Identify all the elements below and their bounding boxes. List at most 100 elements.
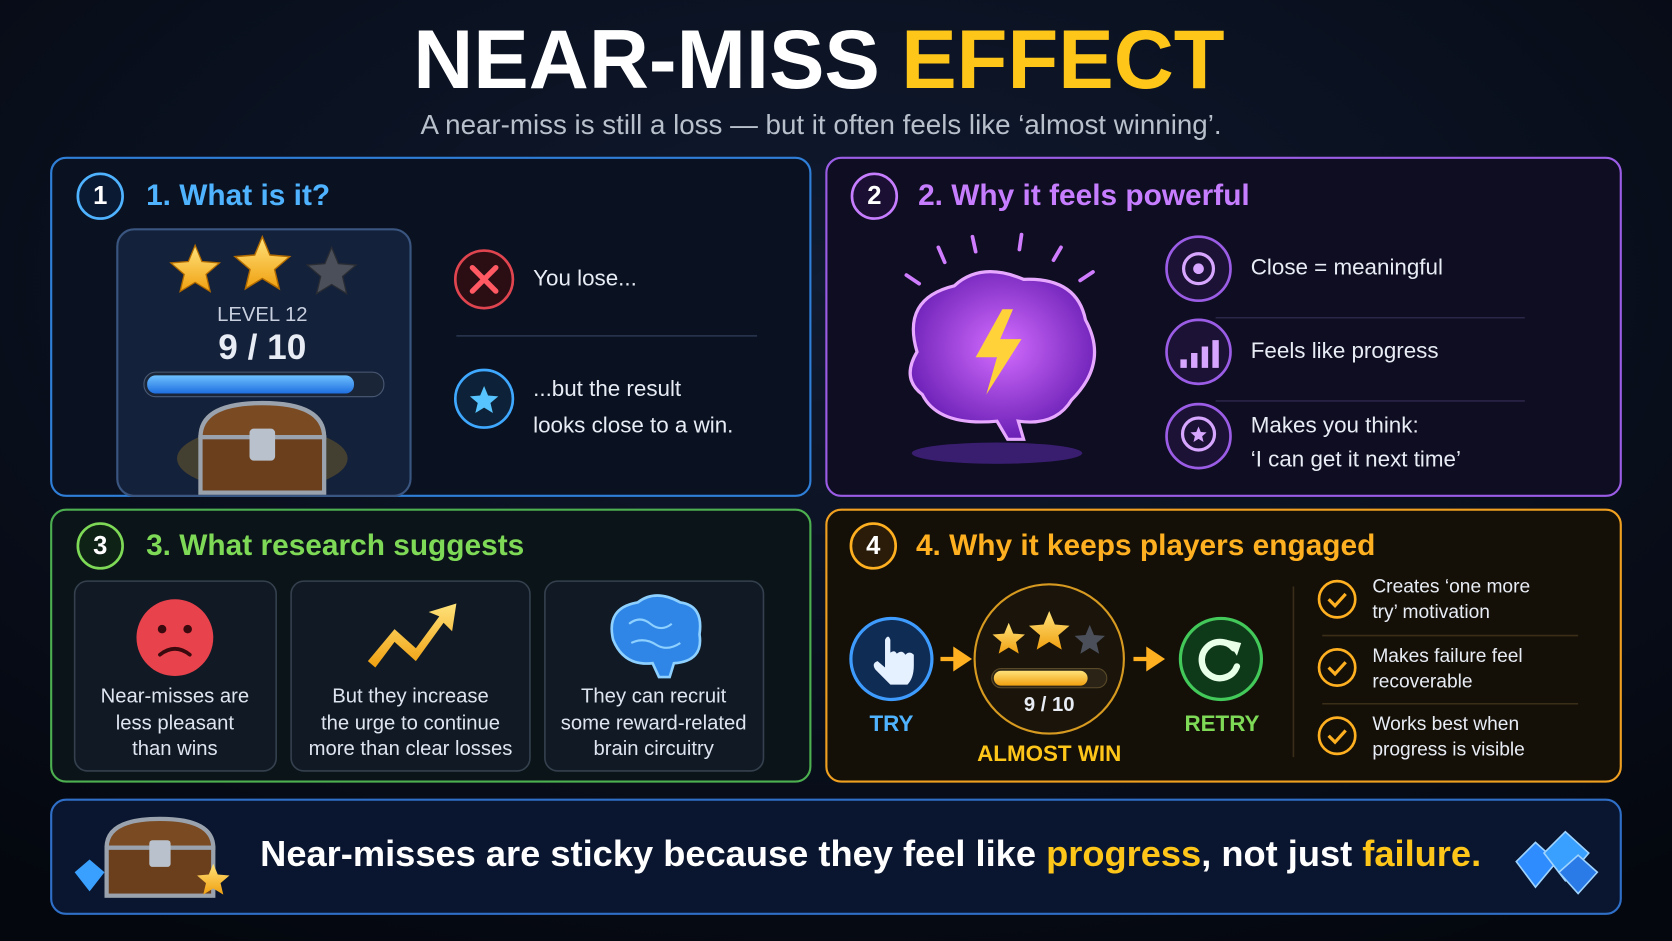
score: 9 / 10 <box>218 328 306 367</box>
level-card <box>116 228 412 497</box>
chest-lock <box>149 840 171 867</box>
item-text: Close = meaningful <box>1251 255 1443 280</box>
glow <box>911 442 1083 464</box>
item-text: You lose... <box>533 265 637 290</box>
check-text: Makes failure feel <box>1372 646 1522 667</box>
check-mark <box>1327 592 1347 608</box>
footer-text: Near-misses are sticky because they feel… <box>260 833 1481 874</box>
footer-banner <box>50 798 1622 915</box>
score: 9 / 10 <box>1024 694 1075 716</box>
research-card <box>73 580 277 772</box>
card-text: some reward-related <box>561 712 747 734</box>
section-title: 3. What research suggests <box>146 529 524 562</box>
bubble <box>1180 416 1217 452</box>
card-text: They can recruit <box>581 686 727 708</box>
section-number-badge <box>850 172 899 220</box>
section-title: 1. What is it? <box>146 179 330 212</box>
check-mark <box>1327 661 1347 677</box>
target-ring <box>1181 252 1216 286</box>
rays <box>904 232 1095 286</box>
sad-face <box>136 599 214 677</box>
step-label: ALMOST WIN <box>977 741 1121 766</box>
x-mark <box>469 264 499 294</box>
section-title: 2. Why it feels powerful <box>918 179 1250 212</box>
arrow <box>1133 646 1166 672</box>
check-icon <box>1317 648 1357 687</box>
section-number: 2 <box>867 182 881 210</box>
chest-lid <box>198 400 327 440</box>
gem <box>74 859 105 892</box>
card-text: Near-misses are <box>101 686 250 708</box>
footer-highlight: failure. <box>1362 833 1481 874</box>
card-text: than wins <box>132 738 218 760</box>
brain-blue <box>610 594 702 679</box>
section-title: 4. Why it keeps players engaged <box>916 529 1375 562</box>
progress-fill <box>993 670 1088 686</box>
card-text: less pleasant <box>116 712 235 734</box>
chest-lid <box>104 816 216 850</box>
treasure-chest <box>177 400 348 495</box>
step-label: RETRY <box>1184 711 1259 736</box>
lightning <box>975 309 1022 395</box>
card-text: the urge to continue <box>321 712 500 734</box>
item-text: Makes you think: <box>1251 412 1419 437</box>
eye <box>183 624 192 634</box>
folds <box>628 618 681 649</box>
card-text: brain circuitry <box>593 738 714 760</box>
face <box>136 599 214 677</box>
bars-icon <box>1180 340 1219 368</box>
brain <box>610 594 702 679</box>
check-text: Creates ‘one more <box>1372 577 1530 598</box>
check-text: try’ motivation <box>1372 602 1490 623</box>
brain-icon <box>904 232 1097 464</box>
section-number: 4 <box>866 532 881 560</box>
trend-arrow <box>367 603 457 668</box>
footer-part: Near-misses are sticky because they feel… <box>260 833 1046 874</box>
research-card <box>290 580 531 772</box>
check-icon <box>1317 579 1357 619</box>
gems <box>1515 830 1599 895</box>
check-icon <box>1317 716 1357 756</box>
subtitle: A near-miss is still a loss — but it oft… <box>421 109 1222 140</box>
check-list <box>1317 579 1579 756</box>
almost-win-circle <box>973 583 1125 735</box>
retry-arrowhead <box>1226 639 1242 656</box>
card-text: But they increase <box>332 686 488 708</box>
section-number-badge <box>76 522 124 570</box>
retry-button <box>1178 616 1264 702</box>
item-text: Feels like progress <box>1251 338 1439 363</box>
target-center <box>1193 263 1204 275</box>
footer-part: , not just <box>1201 833 1362 874</box>
gem <box>1557 854 1599 895</box>
progress-fill <box>147 375 355 394</box>
level-label: LEVEL 12 <box>217 304 307 326</box>
check-text: recoverable <box>1372 671 1472 692</box>
item-text: ‘I can get it next time’ <box>1251 447 1461 472</box>
footer-highlight: progress <box>1046 833 1201 874</box>
check-text: Works best when <box>1372 714 1519 735</box>
content: NEAR-MISS EFFECT A near-miss is still a l… <box>50 13 1622 915</box>
section-number: 1 <box>93 182 107 210</box>
section-number-badge <box>76 172 124 220</box>
chest-lock <box>249 428 276 461</box>
retry-arrow <box>1198 638 1241 682</box>
title: NEAR-MISS EFFECT <box>413 13 1224 106</box>
section-number: 3 <box>93 532 107 560</box>
hand-icon <box>873 636 914 685</box>
title-main: NEAR-MISS <box>413 13 880 106</box>
card-text: more than clear losses <box>309 738 513 760</box>
arrow <box>940 646 973 672</box>
check-mark <box>1327 729 1347 745</box>
icon-chart <box>1165 318 1232 386</box>
footer-chest <box>74 816 230 898</box>
item-text: ...but the result <box>533 376 682 401</box>
eye <box>157 624 167 634</box>
chest-body <box>104 845 216 898</box>
step-label: TRY <box>869 711 913 736</box>
mouth <box>158 646 192 657</box>
gem <box>1542 830 1590 883</box>
section-number-badge <box>849 522 898 570</box>
title-highlight: EFFECT <box>901 13 1224 106</box>
